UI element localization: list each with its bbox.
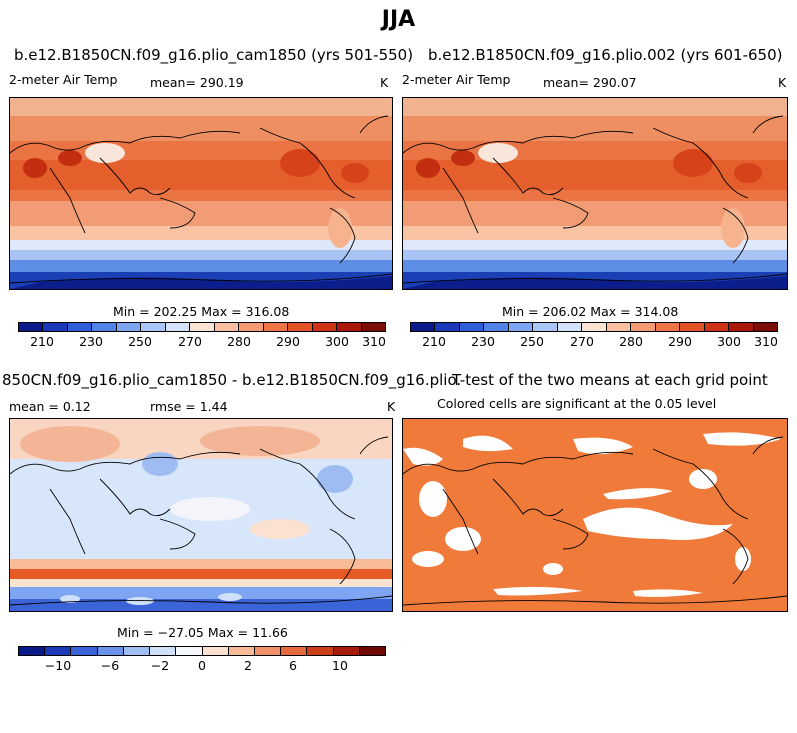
anomaly-map (10, 419, 392, 611)
colorbar-tick: 210 (422, 334, 446, 349)
colorbar-tick: 6 (289, 658, 297, 673)
panel-4-subtitle: Colored cells are significant at the 0.0… (437, 396, 717, 411)
panel-3-rmse: rmse = 1.44 (150, 399, 228, 414)
panel-3-colorbar (18, 646, 386, 656)
figure-title: JJA (381, 7, 416, 32)
temperature-map-1 (10, 98, 392, 289)
panel-3-minmax: Min = −27.05 Max = 11.66 (117, 625, 288, 640)
panel-3-title: 850CN.f09_g16.plio_cam1850 - b.e12.B1850… (2, 371, 462, 389)
colorbar-tick: 300 (325, 334, 349, 349)
colorbar-tick: 310 (754, 334, 778, 349)
significance-map (403, 419, 787, 611)
panel-1-colorbar (18, 322, 386, 332)
panel-3-mean: mean = 0.12 (9, 399, 91, 414)
panel-1-map (9, 97, 393, 290)
colorbar-tick: 290 (276, 334, 300, 349)
colorbar-tick: −10 (44, 658, 72, 673)
panel-3-colorbar-ticks: −10 −6 −2 0 2 6 10 (18, 658, 386, 674)
panel-2-variable: 2-meter Air Temp (402, 72, 511, 87)
colorbar-tick: 230 (471, 334, 495, 349)
colorbar-tick: 280 (619, 334, 643, 349)
panel-3-map (9, 418, 393, 612)
panel-2-title: b.e12.B1850CN.f09_g16.plio.002 (yrs 601-… (428, 46, 783, 64)
panel-3-units: K (387, 399, 396, 414)
colorbar-tick: 2 (244, 658, 252, 673)
panel-2-colorbar-ticks: 210 230 250 270 280 290 300 310 (410, 334, 778, 350)
colorbar-tick: 230 (79, 334, 103, 349)
colorbar-tick: 300 (717, 334, 741, 349)
colorbar-tick: 270 (570, 334, 594, 349)
panel-4-map (402, 418, 788, 612)
colorbar-tick: 0 (198, 658, 206, 673)
panel-4-title: T-test of the two means at each grid poi… (452, 371, 768, 389)
panel-1-minmax: Min = 202.25 Max = 316.08 (113, 304, 290, 319)
panel-1-units: K (380, 75, 389, 90)
panel-2-units: K (778, 75, 787, 90)
panel-2-map (402, 97, 788, 290)
panel-1-variable: 2-meter Air Temp (9, 72, 118, 87)
colorbar-tick: −2 (150, 658, 170, 673)
colorbar-tick: 270 (178, 334, 202, 349)
colorbar-tick: −6 (100, 658, 120, 673)
colorbar-tick: 250 (128, 334, 152, 349)
colorbar-tick: 10 (332, 658, 348, 673)
colorbar-tick: 250 (520, 334, 544, 349)
panel-1-colorbar-ticks: 210 230 250 270 280 290 300 310 (18, 334, 386, 350)
colorbar-tick: 310 (362, 334, 386, 349)
colorbar-tick: 280 (227, 334, 251, 349)
colorbar-tick: 210 (30, 334, 54, 349)
panel-1-title: b.e12.B1850CN.f09_g16.plio_cam1850 (yrs … (14, 46, 414, 64)
colorbar-tick: 290 (668, 334, 692, 349)
temperature-map-2 (403, 98, 787, 289)
panel-1-mean: mean= 290.19 (150, 75, 244, 90)
panel-2-mean: mean= 290.07 (543, 75, 637, 90)
panel-2-colorbar (410, 322, 778, 332)
panel-2-minmax: Min = 206.02 Max = 314.08 (502, 304, 679, 319)
